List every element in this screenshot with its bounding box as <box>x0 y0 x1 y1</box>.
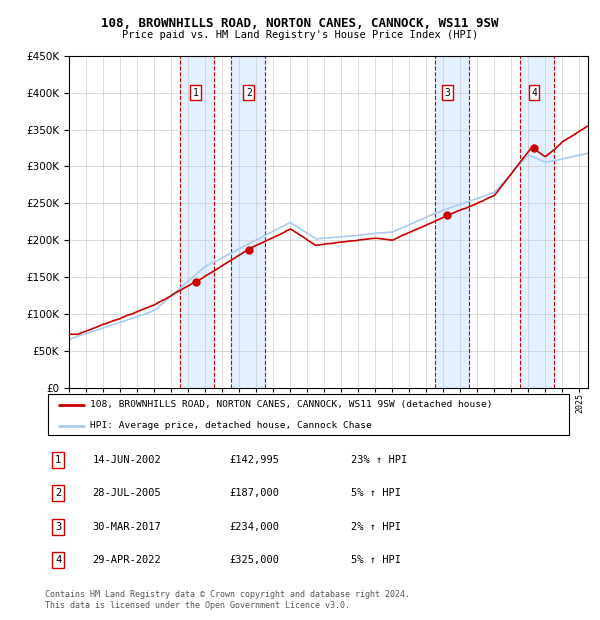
Text: 2% ↑ HPI: 2% ↑ HPI <box>351 521 401 532</box>
Bar <box>230 56 265 388</box>
Text: 30-MAR-2017: 30-MAR-2017 <box>92 521 161 532</box>
Text: £234,000: £234,000 <box>230 521 280 532</box>
Text: 4: 4 <box>55 555 61 565</box>
Text: HPI: Average price, detached house, Cannock Chase: HPI: Average price, detached house, Cann… <box>90 422 371 430</box>
Bar <box>179 56 214 388</box>
Text: 1: 1 <box>193 87 199 98</box>
Text: This data is licensed under the Open Government Licence v3.0.: This data is licensed under the Open Gov… <box>45 601 350 611</box>
FancyBboxPatch shape <box>47 394 569 435</box>
Text: Price paid vs. HM Land Registry's House Price Index (HPI): Price paid vs. HM Land Registry's House … <box>122 30 478 40</box>
Text: 3: 3 <box>55 521 61 532</box>
Text: 2: 2 <box>246 87 252 98</box>
Bar <box>520 56 554 388</box>
Text: 3: 3 <box>445 87 451 98</box>
Text: £325,000: £325,000 <box>230 555 280 565</box>
Text: 5% ↑ HPI: 5% ↑ HPI <box>351 555 401 565</box>
Text: 2: 2 <box>55 488 61 498</box>
Text: 14-JUN-2002: 14-JUN-2002 <box>92 454 161 465</box>
Text: 108, BROWNHILLS ROAD, NORTON CANES, CANNOCK, WS11 9SW (detached house): 108, BROWNHILLS ROAD, NORTON CANES, CANN… <box>90 400 493 409</box>
Text: 23% ↑ HPI: 23% ↑ HPI <box>351 454 407 465</box>
Text: £187,000: £187,000 <box>230 488 280 498</box>
Text: 4: 4 <box>531 87 537 98</box>
Text: 5% ↑ HPI: 5% ↑ HPI <box>351 488 401 498</box>
Text: 108, BROWNHILLS ROAD, NORTON CANES, CANNOCK, WS11 9SW: 108, BROWNHILLS ROAD, NORTON CANES, CANN… <box>101 17 499 30</box>
Text: £142,995: £142,995 <box>230 454 280 465</box>
Bar <box>435 56 469 388</box>
Text: 29-APR-2022: 29-APR-2022 <box>92 555 161 565</box>
Text: 1: 1 <box>55 454 61 465</box>
Text: Contains HM Land Registry data © Crown copyright and database right 2024.: Contains HM Land Registry data © Crown c… <box>45 590 410 600</box>
Text: 28-JUL-2005: 28-JUL-2005 <box>92 488 161 498</box>
